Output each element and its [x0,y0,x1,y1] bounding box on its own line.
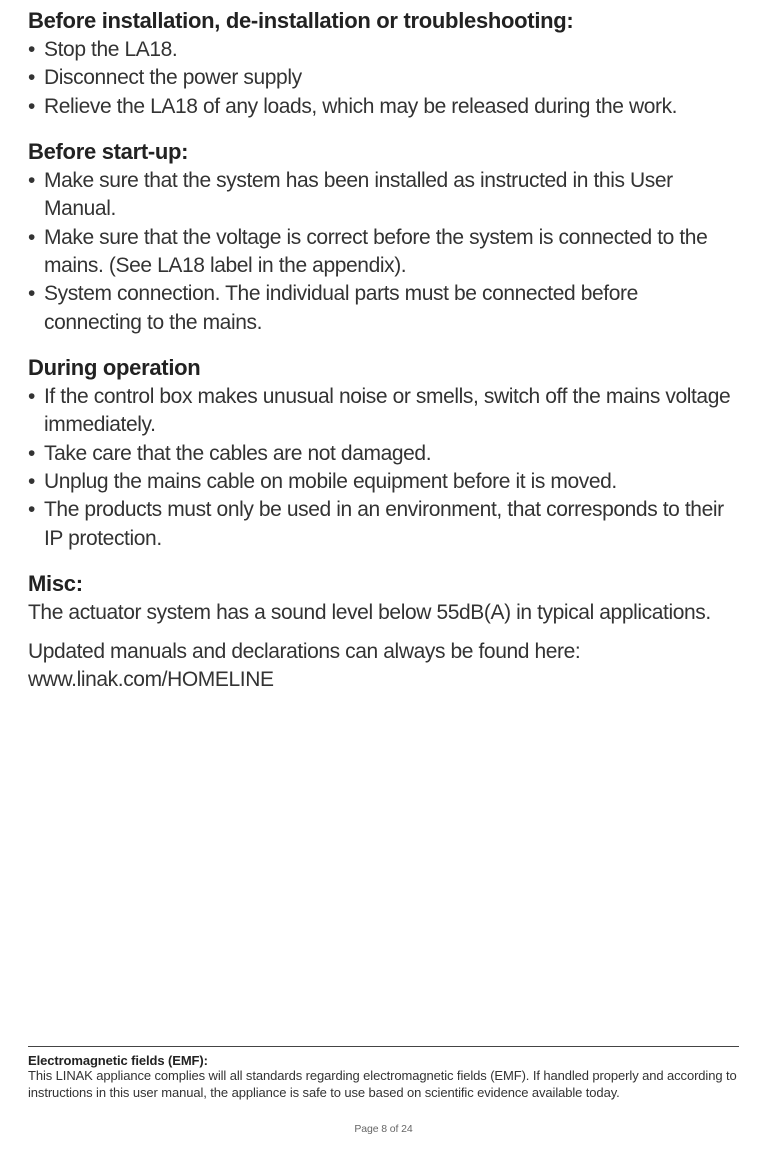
list-item: Make sure that the voltage is correct be… [28,224,739,281]
misc-paragraph-manuals: Updated manuals and declarations can alw… [28,638,739,695]
list-item: Make sure that the system has been insta… [28,167,739,224]
list-item: Stop the LA18. [28,36,739,64]
list-item: If the control box makes unusual noise o… [28,383,739,440]
list-item: The products must only be used in an env… [28,496,739,553]
section-heading-before-startup: Before start-up: [28,139,739,165]
list-before-install: Stop the LA18. Disconnect the power supp… [28,36,739,121]
section-heading-before-install: Before installation, de-installation or … [28,8,739,34]
footer-body-emf: This LINAK appliance complies will all s… [28,1068,739,1102]
list-item: Unplug the mains cable on mobile equipme… [28,468,739,496]
page-number: Page 8 of 24 [0,1123,767,1135]
misc-paragraph-sound: The actuator system has a sound level be… [28,599,739,627]
list-during-operation: If the control box makes unusual noise o… [28,383,739,553]
list-item: Relieve the LA18 of any loads, which may… [28,93,739,121]
list-item: System connection. The individual parts … [28,280,739,337]
footer-heading-emf: Electromagnetic fields (EMF): [28,1053,739,1068]
list-item: Take care that the cables are not damage… [28,440,739,468]
section-heading-misc: Misc: [28,571,739,597]
list-before-startup: Make sure that the system has been insta… [28,167,739,337]
section-heading-during-operation: During operation [28,355,739,381]
list-item: Disconnect the power supply [28,64,739,92]
footer: Electromagnetic fields (EMF): This LINAK… [28,1046,739,1102]
footer-separator [28,1046,739,1047]
